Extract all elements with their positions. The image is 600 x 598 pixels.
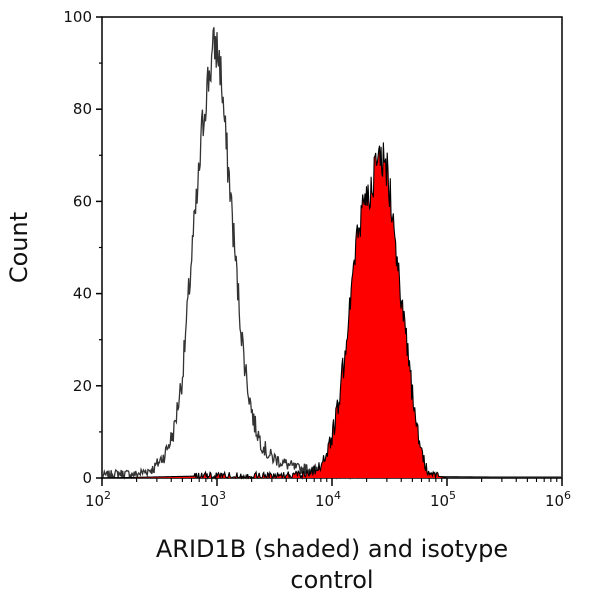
y-tick-label: 100 <box>63 8 92 26</box>
x-axis-title-line-2: control <box>290 566 373 594</box>
arid1b-shaded-area <box>102 142 562 478</box>
x-tick-label: 103 <box>200 489 226 510</box>
x-axis-title-line-1: ARID1B (shaded) and isotype <box>156 535 508 563</box>
arid1b-outline <box>101 142 562 481</box>
series-layer <box>101 27 562 481</box>
x-tick-label: 105 <box>430 489 456 510</box>
y-tick-label: 60 <box>73 192 92 210</box>
x-tick-label: 102 <box>85 489 111 510</box>
axes: 0 20 40 60 80 100 102 103 104 105 106 <box>63 8 571 510</box>
y-tick-label: 80 <box>73 100 92 118</box>
plot-frame <box>101 16 563 479</box>
plot-area <box>101 16 563 479</box>
isotype-control-line <box>101 27 562 480</box>
y-tick-label: 20 <box>73 377 92 395</box>
x-tick-label: 104 <box>315 489 341 510</box>
y-axis-title: Count <box>5 212 33 283</box>
y-tick-label: 40 <box>73 285 92 303</box>
x-tick-label: 106 <box>545 489 571 510</box>
y-tick-label: 0 <box>82 469 92 487</box>
